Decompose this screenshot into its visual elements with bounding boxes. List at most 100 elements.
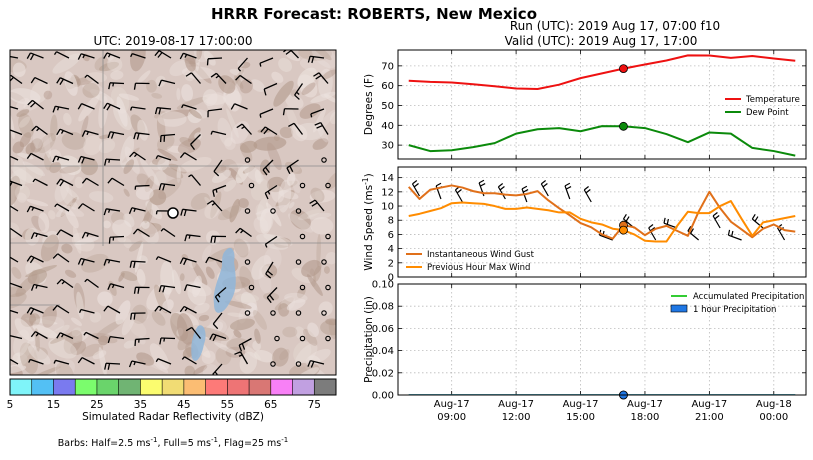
terrain-patch [190, 192, 210, 210]
wind-barb-shaft [33, 283, 48, 289]
wind-barb-feather [81, 232, 86, 239]
wind-barb-shaft [157, 358, 172, 365]
terrain-patch [278, 179, 292, 213]
terrain-patch [235, 177, 243, 184]
wind-barb-shaft [239, 351, 249, 365]
wind-barb-shaft [160, 133, 176, 137]
wind-barb-feather [36, 127, 40, 132]
terrain-patch [297, 208, 322, 221]
terrain-patch [254, 350, 274, 363]
wind-barb-shaft [80, 155, 95, 161]
terrain-patch [145, 201, 163, 220]
wind-barb-shaft [131, 360, 146, 365]
wind-barb-feather [314, 121, 321, 126]
wind-barb-shaft [160, 337, 176, 340]
wind-barb-feather [60, 333, 64, 338]
wind-barb-feather [107, 131, 111, 139]
wind-barb-shaft [10, 155, 19, 161]
colorbar-swatch [31, 379, 54, 395]
wind-barb-shaft [105, 158, 121, 161]
wind-barb-feather [163, 338, 166, 342]
terrain-patch [143, 313, 149, 320]
colorbar-swatch [140, 379, 163, 395]
wind-barb-shaft [131, 106, 146, 110]
calm-wind-marker [299, 182, 306, 189]
terrain-patch [265, 202, 282, 227]
wind-barb-feather [30, 77, 36, 84]
wind-barb-shaft [213, 159, 223, 172]
wind-barb-shaft [239, 74, 252, 85]
wind-barb-feather [103, 305, 109, 312]
wind-barb-feather [285, 50, 292, 55]
wind-barb-shaft [35, 125, 48, 136]
wind-barb-feather [158, 107, 162, 115]
wind-barb-shaft [10, 256, 19, 263]
wind-barb-shaft [262, 159, 274, 171]
terrain-patch [293, 341, 312, 363]
wind-barb-shaft [263, 82, 278, 90]
wind-barb-shaft [310, 108, 325, 115]
calm-wind-marker [244, 157, 251, 163]
terrain-patch [110, 70, 124, 80]
wind-barb-feather [54, 203, 58, 208]
wind-barb-feather [133, 313, 136, 320]
wind-barb-feather [316, 124, 323, 129]
wind-barb-feather [2, 105, 5, 111]
wind-barb-feather [263, 88, 267, 96]
terrain-patch [13, 329, 30, 357]
calm-wind-marker [321, 157, 327, 163]
wind-barb-shaft [137, 228, 150, 238]
wind-barb-feather [754, 216, 759, 222]
wind-barb-feather [690, 228, 694, 234]
plot-area [398, 167, 806, 277]
terrain-patch [89, 311, 102, 323]
terrain-patch [288, 201, 295, 209]
y-tick-label: 4 [388, 244, 394, 255]
terrain-patch [201, 350, 216, 365]
terrain-patch [14, 318, 35, 342]
wind-barb-shaft [186, 234, 201, 238]
wind-barb-feather [130, 106, 133, 111]
wind-barb-feather [77, 258, 82, 265]
terrain-patch [221, 209, 232, 219]
wind-barb-feather [155, 256, 159, 261]
y-tick-label: 70 [381, 61, 394, 72]
y-tick-label: 0.06 [372, 324, 394, 335]
terrain-patch [282, 326, 298, 338]
wind-barb-shaft [163, 228, 176, 238]
wind-barb-feather [727, 229, 731, 236]
wind-barb-shaft [157, 107, 172, 110]
wind-barb-feather [179, 52, 184, 60]
terrain-patch [299, 103, 321, 119]
colorbar-tick-label: 65 [264, 399, 277, 411]
terrain-patch [26, 199, 49, 207]
wind-barb-shaft [599, 234, 613, 241]
wind-barb-shaft [182, 104, 197, 110]
terrain-patch [205, 266, 215, 279]
wind-barb-feather [212, 323, 219, 330]
wind-barb-feather [210, 131, 213, 135]
y-tick-label: 0.02 [372, 368, 394, 379]
wind-barb-feather [107, 177, 113, 184]
terrain-patch [314, 191, 323, 201]
x-tick-label-date: Aug-17 [498, 399, 534, 410]
wind-barb-shaft [259, 57, 274, 64]
terrain-patch [149, 343, 170, 370]
wind-barb-feather [241, 126, 245, 130]
wind-barb-feather [497, 183, 504, 188]
wind-barb-feather [183, 209, 187, 217]
wind-barb-shaft [310, 55, 325, 59]
wind-barb-shaft [10, 74, 23, 85]
colorbar-frame [9, 378, 337, 396]
wind-barb-shaft [56, 203, 70, 212]
wind-barb-shaft [212, 200, 223, 212]
wind-barb-shaft [135, 132, 150, 136]
colorbar-swatch [249, 379, 272, 395]
wind-barb-feather [26, 307, 32, 314]
series-line [408, 54, 796, 91]
wind-barb-feather [235, 227, 241, 234]
wind-barb-feather [133, 287, 137, 294]
terrain-patch [201, 245, 212, 262]
wind-barb-feather [499, 186, 505, 191]
terrain-patch [278, 303, 290, 317]
